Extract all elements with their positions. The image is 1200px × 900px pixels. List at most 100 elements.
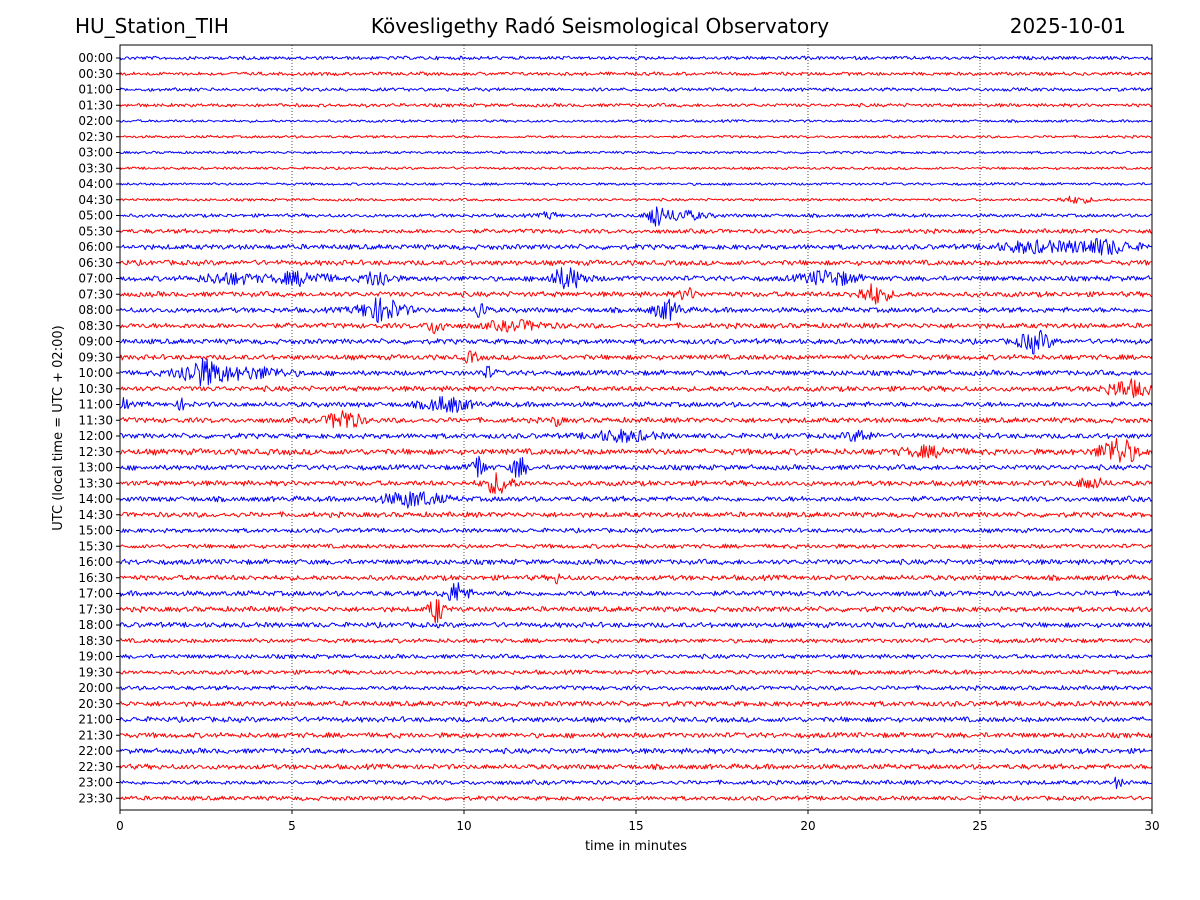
- y-tick-label: 18:30: [78, 634, 113, 648]
- y-tick-label: 12:30: [78, 445, 113, 459]
- y-tick-label: 05:30: [78, 224, 113, 238]
- trace-1030: [120, 378, 1152, 399]
- y-tick-label: 20:00: [78, 681, 113, 695]
- y-tick-label: 01:00: [78, 83, 113, 97]
- trace-2300: [120, 776, 1152, 790]
- trace-0630: [120, 259, 1152, 267]
- trace-1630: [120, 573, 1152, 585]
- trace-0430: [120, 195, 1152, 204]
- y-tick-label: 01:30: [78, 98, 113, 112]
- trace-0400: [120, 182, 1152, 186]
- y-tick-label: 11:00: [78, 398, 113, 412]
- y-tick-label: 15:00: [78, 524, 113, 538]
- trace-1000: [120, 358, 1152, 387]
- trace-1430: [120, 511, 1152, 519]
- trace-0200: [120, 119, 1152, 123]
- trace-1800: [120, 621, 1152, 629]
- x-tick-label: 5: [288, 819, 296, 833]
- y-tick-label: 08:30: [78, 319, 113, 333]
- y-tick-label: 21:00: [78, 713, 113, 727]
- y-tick-label: 13:00: [78, 461, 113, 475]
- y-tick-label: 00:30: [78, 67, 113, 81]
- y-tick-label: 05:00: [78, 209, 113, 223]
- trace-1530: [120, 543, 1152, 550]
- trace-1930: [120, 669, 1152, 676]
- x-tick-label: 15: [628, 819, 643, 833]
- y-tick-label: 03:30: [78, 161, 113, 175]
- station-name: HU_Station_TIH: [75, 14, 229, 38]
- y-axis-label: UTC (local time = UTC + 02:00): [51, 325, 66, 530]
- y-tick-label: 21:30: [78, 728, 113, 742]
- trace-1600: [120, 558, 1152, 566]
- trace-2100: [120, 716, 1152, 723]
- y-tick-label: 16:00: [78, 555, 113, 569]
- y-tick-label: 10:30: [78, 382, 113, 396]
- trace-0030: [120, 71, 1152, 77]
- chart-date: 2025-10-01: [1009, 14, 1126, 38]
- y-tick-label: 09:00: [78, 335, 113, 349]
- trace-1400: [120, 491, 1152, 509]
- trace-group: [120, 55, 1152, 802]
- y-tick-label: 04:30: [78, 193, 113, 207]
- y-tick-label: 00:00: [78, 51, 113, 65]
- trace-1200: [120, 428, 1152, 444]
- trace-1830: [120, 637, 1152, 644]
- x-axis-label: time in minutes: [585, 839, 687, 854]
- trace-0530: [120, 228, 1152, 235]
- trace-0930: [120, 350, 1152, 364]
- y-tick-label: 02:00: [78, 114, 113, 128]
- trace-0800: [120, 297, 1152, 324]
- trace-0330: [120, 166, 1152, 171]
- trace-0300: [120, 150, 1152, 155]
- y-tick-label: 17:00: [78, 587, 113, 601]
- trace-1700: [120, 582, 1152, 601]
- y-tick-label: 19:00: [78, 650, 113, 664]
- y-tick-label: 06:00: [78, 240, 113, 254]
- y-tick-label: 22:30: [78, 760, 113, 774]
- trace-0000: [120, 55, 1152, 61]
- y-tick-label: 07:00: [78, 272, 113, 286]
- trace-2200: [120, 747, 1152, 755]
- trace-0100: [120, 87, 1152, 92]
- y-tick-label: 14:30: [78, 508, 113, 522]
- trace-0830: [120, 319, 1152, 335]
- trace-1230: [120, 437, 1152, 463]
- x-axis: 0 5 10 15 20 25 30: [116, 810, 1160, 833]
- x-tick-label: 0: [116, 819, 124, 833]
- y-tick-label: 18:00: [78, 618, 113, 632]
- trace-1900: [120, 653, 1152, 660]
- y-tick-label: 17:30: [78, 602, 113, 616]
- y-tick-label: 19:30: [78, 665, 113, 679]
- y-tick-label: 06:30: [78, 256, 113, 270]
- y-tick-label: 20:30: [78, 697, 113, 711]
- y-tick-label: 04:00: [78, 177, 113, 191]
- x-tick-label: 25: [972, 819, 987, 833]
- trace-0730: [120, 283, 1152, 305]
- trace-0230: [120, 134, 1152, 139]
- trace-2030: [120, 700, 1152, 708]
- chart-title: Kövesligethy Radó Seismological Observat…: [370, 14, 830, 38]
- y-tick-label: 09:30: [78, 350, 113, 364]
- grid-lines: [291, 45, 981, 810]
- y-tick-label: 03:00: [78, 146, 113, 160]
- trace-1500: [120, 527, 1152, 534]
- y-tick-label: 13:30: [78, 476, 113, 490]
- x-tick-label: 30: [1144, 819, 1159, 833]
- y-tick-label: 12:00: [78, 429, 113, 443]
- y-tick-label: 15:30: [78, 539, 113, 553]
- y-tick-label: 11:30: [78, 413, 113, 427]
- trace-0600: [120, 237, 1152, 256]
- trace-1100: [120, 396, 1152, 413]
- trace-2000: [120, 685, 1152, 691]
- y-tick-label: 07:30: [78, 287, 113, 301]
- trace-1300: [120, 455, 1152, 478]
- y-tick-label: 16:30: [78, 571, 113, 585]
- x-tick-label: 10: [456, 819, 471, 833]
- y-tick-label: 14:00: [78, 492, 113, 506]
- trace-2230: [120, 763, 1152, 771]
- trace-0130: [120, 102, 1152, 108]
- trace-0900: [120, 329, 1152, 355]
- y-tick-label: 23:30: [78, 791, 113, 805]
- y-tick-label: 02:30: [78, 130, 113, 144]
